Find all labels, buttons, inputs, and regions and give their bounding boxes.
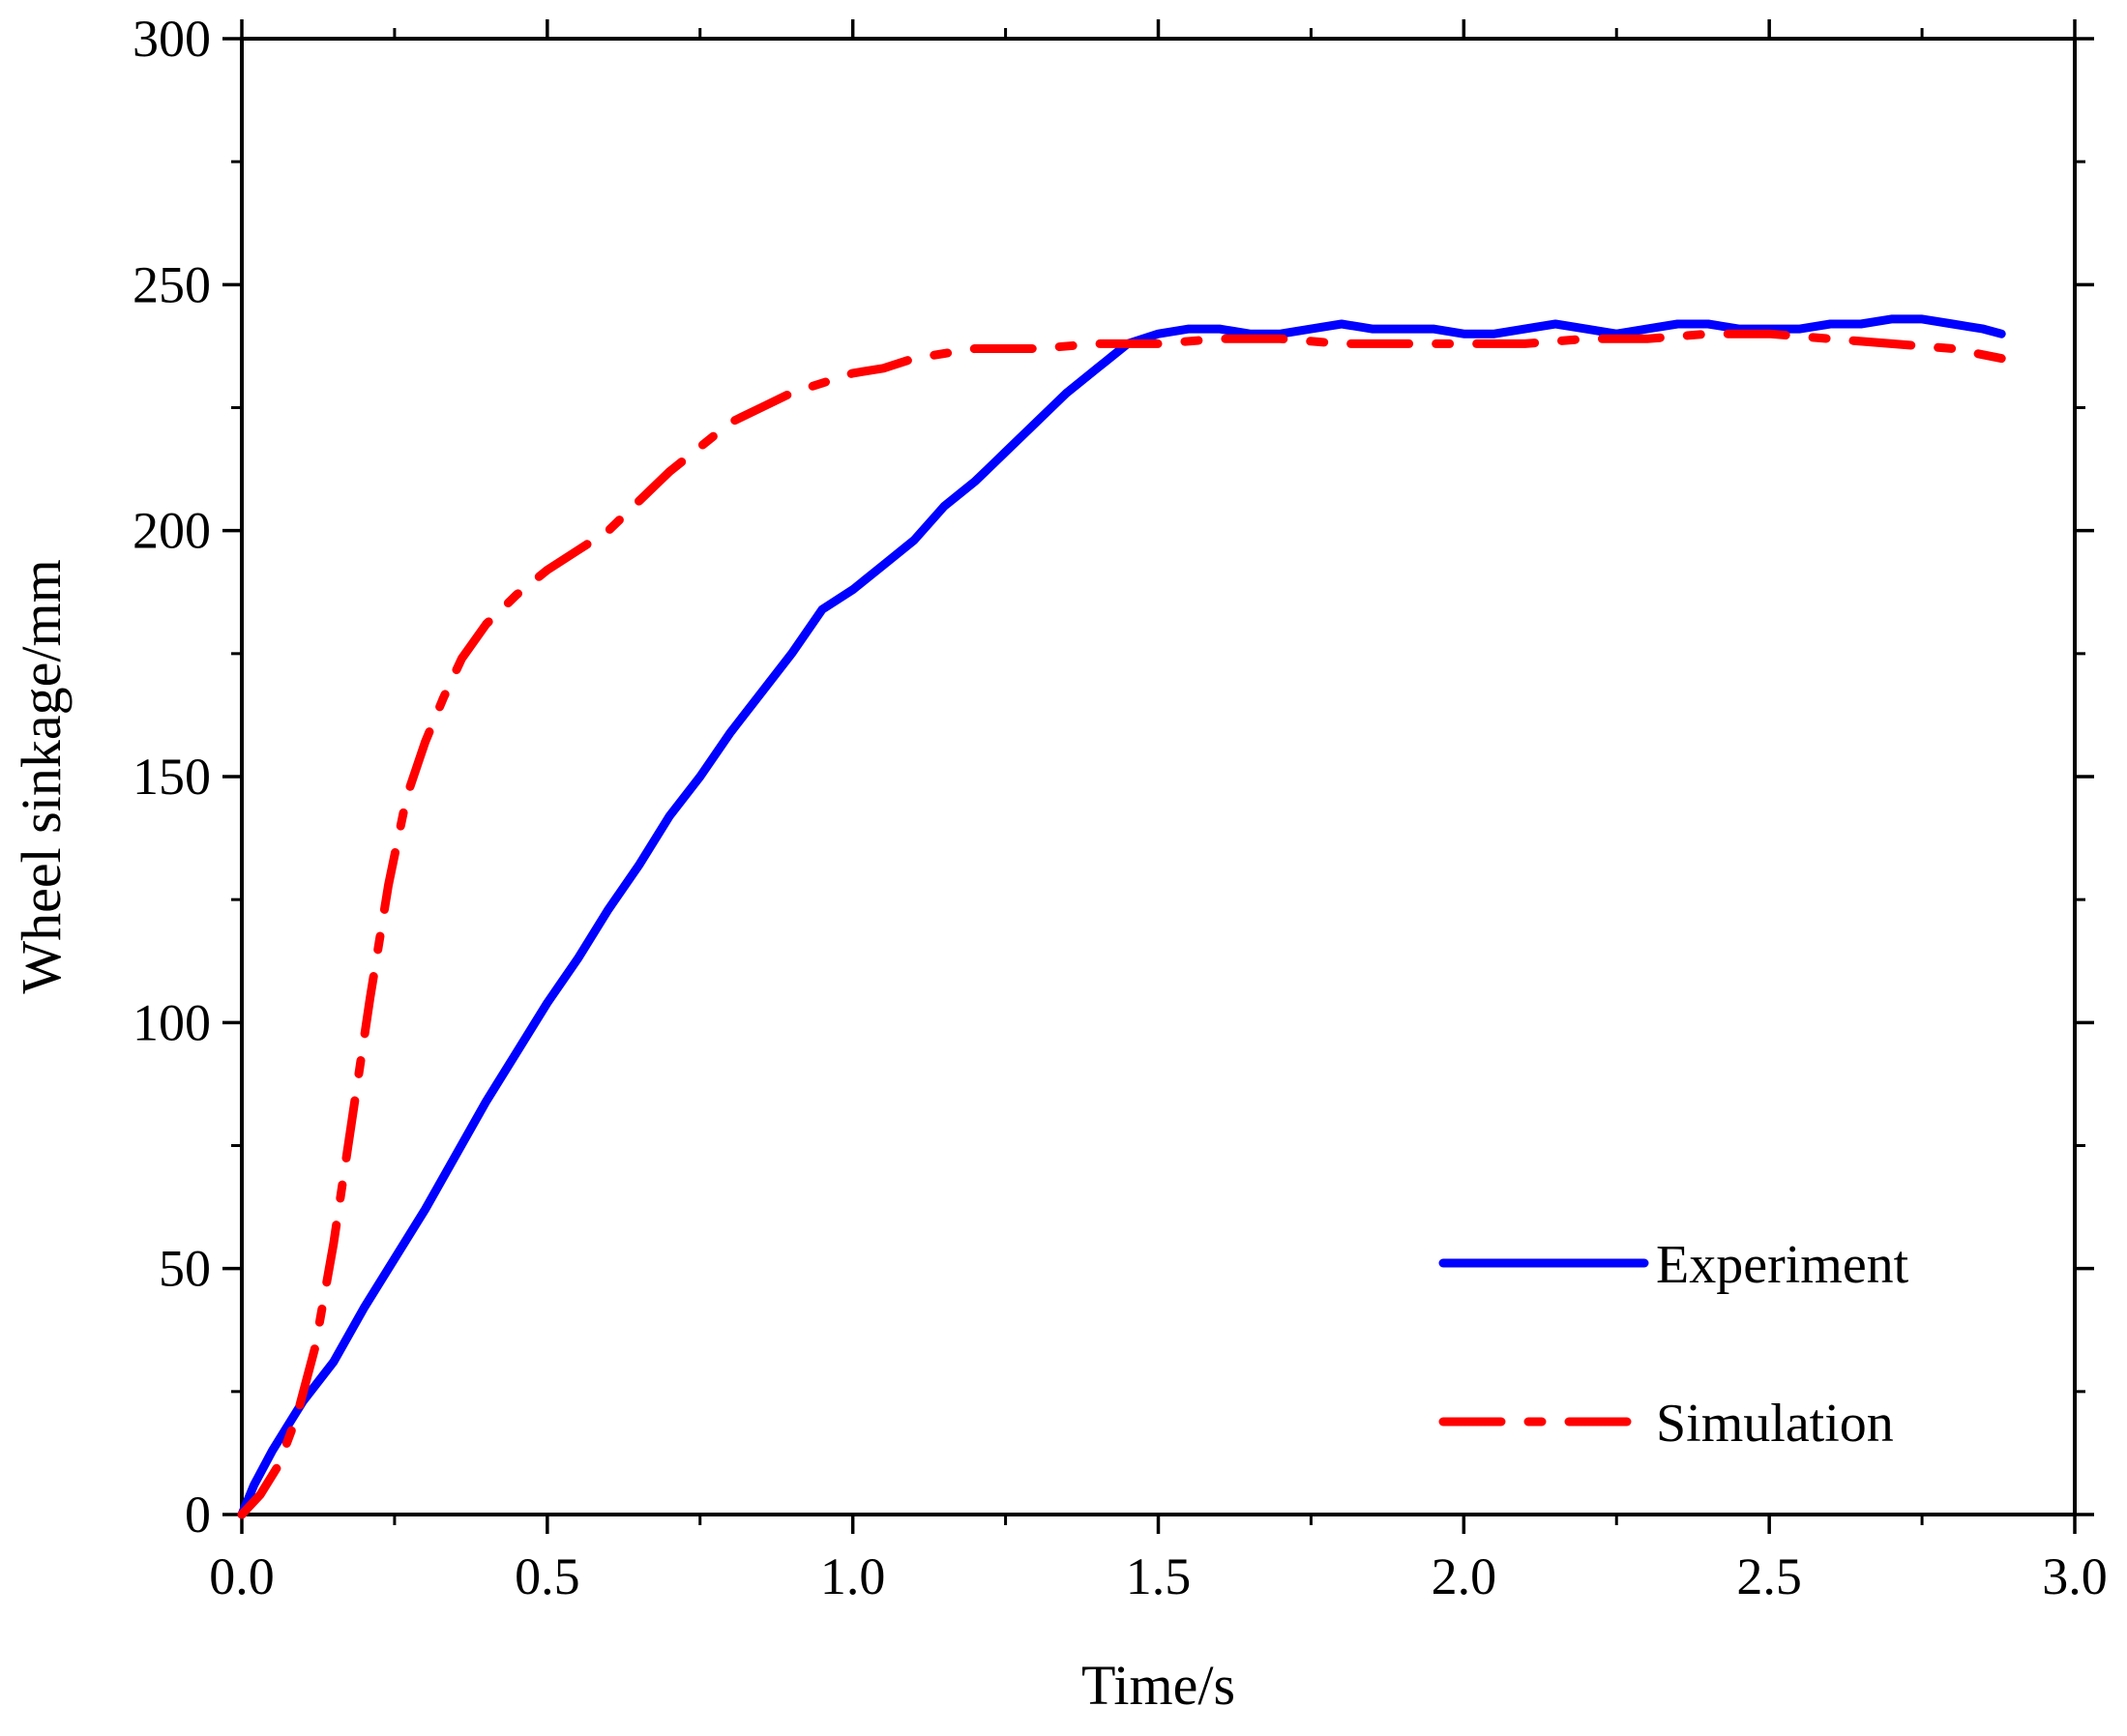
- y-tick-label: 200: [133, 502, 211, 560]
- x-tick-label: 0.5: [515, 1547, 580, 1605]
- x-axis-title: Time/s: [1081, 1654, 1235, 1717]
- y-tick-label: 100: [133, 993, 211, 1051]
- y-tick-label: 0: [185, 1486, 211, 1544]
- legend-label-experiment: Experiment: [1656, 1235, 1909, 1295]
- x-tick-label: 0.0: [209, 1547, 275, 1605]
- y-tick-label: 150: [133, 748, 211, 806]
- legend: Experiment Simulation: [1438, 1235, 1909, 1454]
- series-layer: [237, 314, 2006, 1519]
- x-tick-label: 3.0: [2042, 1547, 2108, 1605]
- y-tick-label: 50: [159, 1240, 211, 1298]
- x-tick-label: 2.0: [1432, 1547, 1497, 1605]
- ticks-layer: 0.0 0.5 1.0 1.5 2.0 2.5 3.0 0 50 100 150 200 250 300: [133, 10, 2108, 1605]
- y-axis-title: Wheel sinkage/mm: [10, 559, 73, 993]
- x-tick-label: 1.5: [1126, 1547, 1192, 1605]
- y-tick-label: 300: [133, 10, 211, 68]
- x-tick-label: 1.0: [820, 1547, 886, 1605]
- series-line-experiment: [237, 314, 2006, 1519]
- y-tick-label: 250: [133, 255, 211, 313]
- legend-label-simulation: Simulation: [1656, 1394, 1894, 1454]
- x-tick-label: 2.5: [1736, 1547, 1802, 1605]
